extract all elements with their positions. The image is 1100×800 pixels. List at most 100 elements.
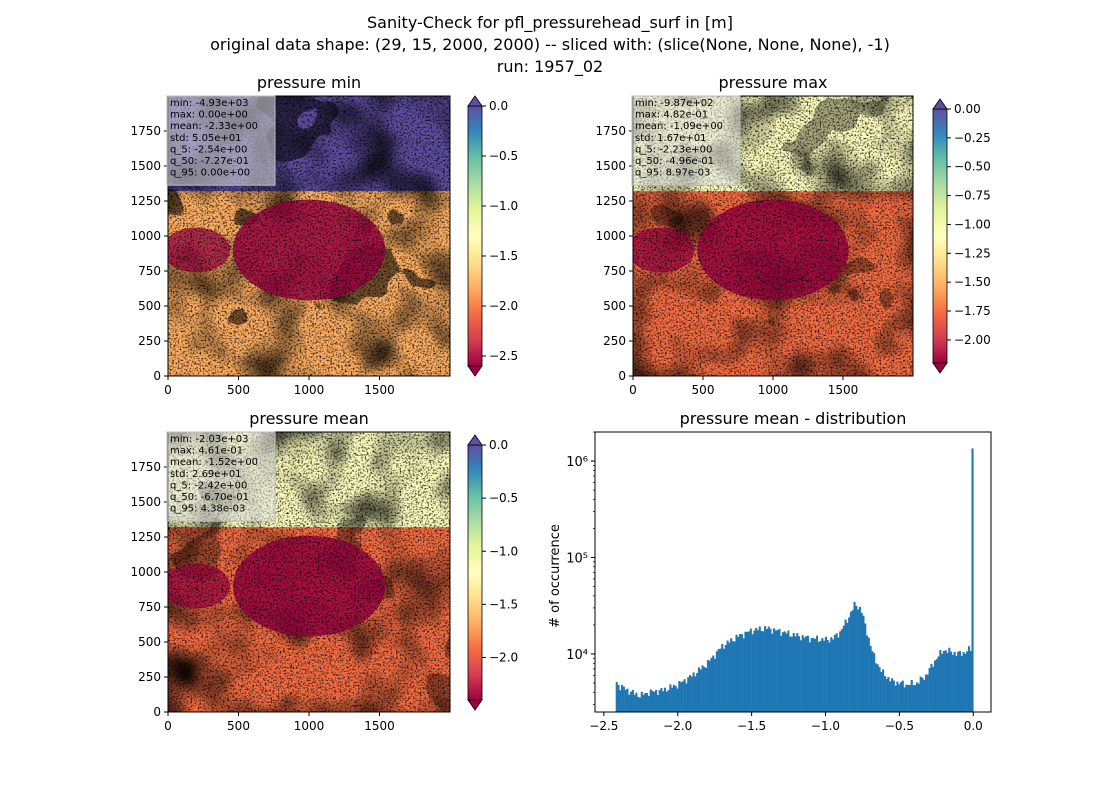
histogram-bar xyxy=(637,696,640,712)
histogram-bar xyxy=(796,633,799,712)
histogram-bar xyxy=(717,649,720,712)
colorbar-tick-label: −0.25 xyxy=(954,131,991,145)
stats-line: min: -2.03e+03 xyxy=(170,434,249,445)
colorbar-body xyxy=(932,108,948,364)
histogram-bar xyxy=(885,678,888,712)
x-tick-label: 1000 xyxy=(294,719,325,733)
histogram-bar xyxy=(749,628,752,712)
colorbar: 0.0 −0.5 −1.0 −1.5 −2.0 −2.5 xyxy=(467,95,518,377)
histogram-bar xyxy=(874,663,878,712)
stats-line: q_5: -2.42e+00 xyxy=(170,480,247,491)
histogram-bar xyxy=(810,638,813,712)
colorbar-extend-max xyxy=(932,98,948,110)
histogram-bar xyxy=(969,650,972,712)
figure-title-line-3: run: 1957_02 xyxy=(497,57,603,77)
histogram-bar xyxy=(964,653,967,712)
histogram-bar xyxy=(887,676,890,712)
histogram-bar xyxy=(715,651,718,712)
y-tick-label: 1000 xyxy=(130,565,161,579)
colorbar-extend-max xyxy=(467,95,483,107)
histogram-bar xyxy=(655,689,658,712)
heatmap-panel: 0 500 1000 1500 0 250 500 750 1000 1250 1500 1750 pr… xyxy=(130,73,518,397)
stats-line: mean: -2.33e+00 xyxy=(170,121,258,132)
histogram-bar xyxy=(776,630,779,712)
colorbar-body xyxy=(467,444,483,701)
stats-line: mean: -1.52e+00 xyxy=(170,457,258,468)
histogram-bar xyxy=(883,676,886,712)
histogram-bar xyxy=(651,690,654,712)
histogram-bar xyxy=(923,679,926,712)
y-tick-label: 1250 xyxy=(595,194,626,208)
histogram-bar xyxy=(722,648,726,712)
histogram-bar xyxy=(941,653,944,712)
histogram-bar xyxy=(721,644,724,712)
histogram-bar xyxy=(701,665,704,712)
histogram-bar xyxy=(719,648,722,712)
histogram-bar xyxy=(871,651,874,712)
histogram-bar xyxy=(815,635,819,712)
histogram-bar xyxy=(780,635,783,712)
colorbar-extend-min xyxy=(467,365,483,377)
histogram-bar xyxy=(694,676,697,712)
histogram-bar xyxy=(672,684,675,712)
stats-line: q_95: 4.38e-03 xyxy=(170,504,245,515)
histogram-bar xyxy=(642,694,645,712)
colorbar-body xyxy=(467,105,483,367)
colorbar: 0.0 −0.5 −1.0 −1.5 −2.0 xyxy=(467,434,518,711)
histogram-bar xyxy=(801,635,804,712)
histogram-bar xyxy=(692,672,695,712)
histogram-bar xyxy=(674,686,677,712)
histogram-bar xyxy=(710,657,713,712)
colorbar-tick-label: −1.00 xyxy=(954,217,991,231)
colorbar-tick-label: −1.0 xyxy=(489,199,518,213)
histogram-bar xyxy=(665,691,668,712)
histogram-panel: −2.5 −2.0 −1.5 −1.0 −0.5 0.0 10⁴ 10⁵ 10⁶ pressure… xyxy=(548,409,992,733)
histogram-bar xyxy=(803,637,806,712)
histogram-bar xyxy=(683,679,686,712)
histogram-bar xyxy=(708,660,711,712)
colorbar-extend-min xyxy=(467,699,483,711)
histogram-bar xyxy=(824,636,827,712)
histogram-bar xyxy=(894,685,897,712)
histogram-bar xyxy=(731,641,734,712)
histogram-bar xyxy=(751,634,754,712)
histogram-bar xyxy=(896,681,899,712)
histogram-bar xyxy=(821,638,824,712)
y-tick-label: 1250 xyxy=(130,194,161,208)
y-tick-label: 250 xyxy=(603,334,626,348)
x-tick-label: 500 xyxy=(227,383,250,397)
histogram-bar xyxy=(792,633,795,712)
histogram-bar xyxy=(935,659,938,712)
histogram-bar xyxy=(971,448,974,712)
histogram-bar xyxy=(799,640,802,712)
histogram-bar xyxy=(633,694,636,712)
histogram-bar xyxy=(705,667,708,712)
histogram-bar xyxy=(794,636,797,712)
histogram-bar xyxy=(898,684,901,712)
colorbar-tick-label: −1.50 xyxy=(954,275,991,289)
histogram-bar xyxy=(730,638,733,712)
histogram-bar xyxy=(658,690,661,712)
histogram-bar xyxy=(899,682,903,712)
y-tick-label: 1000 xyxy=(130,229,161,243)
stats-box-bg xyxy=(166,431,276,522)
histogram-bar xyxy=(653,691,656,712)
y-tick-label: 750 xyxy=(138,600,161,614)
histogram-bar xyxy=(855,605,858,712)
histogram-bar xyxy=(876,664,879,712)
histogram-bar xyxy=(755,627,758,712)
histogram-bar xyxy=(853,601,856,712)
figure-title: Sanity-Check for pfl_pressurehead_surf i… xyxy=(210,13,890,77)
x-tick-label: 1000 xyxy=(758,383,789,397)
histogram-bar xyxy=(882,669,885,712)
histogram-bar xyxy=(690,676,693,712)
histogram-bar xyxy=(656,695,659,712)
colorbar-tick-label: −0.5 xyxy=(489,491,518,505)
heatmap-image xyxy=(168,96,450,376)
histogram-bar xyxy=(948,647,951,712)
histogram-bar xyxy=(903,687,906,712)
colorbar-tick-label: 0.0 xyxy=(489,99,508,113)
histogram-bar xyxy=(773,628,776,712)
stats-box-bg xyxy=(166,95,276,186)
x-tick-label: 1500 xyxy=(364,383,395,397)
